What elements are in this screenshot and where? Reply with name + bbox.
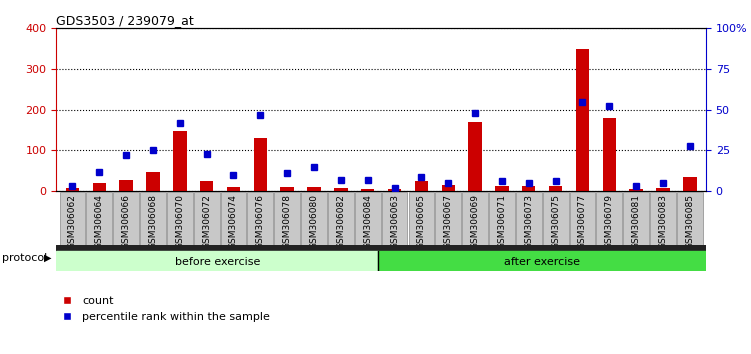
Bar: [629, 189, 643, 191]
Legend: count, percentile rank within the sample: count, percentile rank within the sample: [62, 296, 270, 322]
Text: protocol: protocol: [2, 253, 47, 263]
Text: GSM306078: GSM306078: [282, 194, 291, 249]
Text: ▶: ▶: [44, 253, 51, 263]
Bar: [307, 187, 321, 191]
FancyBboxPatch shape: [247, 192, 273, 246]
FancyBboxPatch shape: [274, 192, 300, 246]
FancyBboxPatch shape: [543, 192, 569, 246]
FancyBboxPatch shape: [409, 192, 434, 246]
FancyBboxPatch shape: [489, 192, 515, 246]
Bar: [656, 188, 670, 191]
Bar: [361, 189, 375, 191]
Bar: [146, 172, 160, 191]
Bar: [549, 186, 562, 191]
Bar: [334, 188, 348, 191]
Text: GSM306065: GSM306065: [417, 194, 426, 249]
FancyBboxPatch shape: [569, 192, 596, 246]
Bar: [379, 251, 706, 271]
Text: GSM306066: GSM306066: [122, 194, 131, 249]
Text: GSM306079: GSM306079: [605, 194, 614, 249]
Bar: [92, 183, 106, 191]
Text: GSM306068: GSM306068: [149, 194, 158, 249]
Text: GSM306082: GSM306082: [336, 194, 345, 249]
FancyBboxPatch shape: [677, 192, 703, 246]
Bar: [469, 122, 482, 191]
Text: GSM306062: GSM306062: [68, 194, 77, 249]
Text: GDS3503 / 239079_at: GDS3503 / 239079_at: [56, 14, 194, 27]
FancyBboxPatch shape: [516, 192, 541, 246]
FancyBboxPatch shape: [650, 192, 676, 246]
Text: GSM306081: GSM306081: [632, 194, 641, 249]
Text: GSM306074: GSM306074: [229, 194, 238, 249]
Bar: [495, 186, 508, 191]
Bar: [119, 180, 133, 191]
FancyBboxPatch shape: [436, 192, 461, 246]
FancyBboxPatch shape: [382, 192, 408, 246]
Text: GSM306070: GSM306070: [175, 194, 184, 249]
Bar: [200, 181, 213, 191]
FancyBboxPatch shape: [596, 192, 622, 246]
Text: GSM306063: GSM306063: [390, 194, 399, 249]
Bar: [56, 245, 706, 251]
Bar: [683, 177, 696, 191]
FancyBboxPatch shape: [140, 192, 166, 246]
Text: GSM306080: GSM306080: [309, 194, 318, 249]
Text: GSM306084: GSM306084: [363, 194, 372, 249]
Bar: [522, 186, 535, 191]
Text: GSM306064: GSM306064: [95, 194, 104, 249]
Text: GSM306067: GSM306067: [444, 194, 453, 249]
FancyBboxPatch shape: [221, 192, 246, 246]
Text: GSM306085: GSM306085: [686, 194, 695, 249]
FancyBboxPatch shape: [623, 192, 649, 246]
FancyBboxPatch shape: [194, 192, 219, 246]
Bar: [66, 188, 79, 191]
FancyBboxPatch shape: [59, 192, 86, 246]
FancyBboxPatch shape: [113, 192, 139, 246]
Bar: [227, 187, 240, 191]
FancyBboxPatch shape: [462, 192, 488, 246]
Bar: [415, 181, 428, 191]
Text: GSM306077: GSM306077: [578, 194, 587, 249]
Bar: [56, 251, 379, 271]
Bar: [602, 118, 616, 191]
FancyBboxPatch shape: [354, 192, 381, 246]
FancyBboxPatch shape: [301, 192, 327, 246]
FancyBboxPatch shape: [328, 192, 354, 246]
Text: GSM306075: GSM306075: [551, 194, 560, 249]
Bar: [280, 187, 294, 191]
Text: before exercise: before exercise: [175, 257, 260, 267]
Text: GSM306071: GSM306071: [497, 194, 506, 249]
Text: GSM306083: GSM306083: [659, 194, 668, 249]
FancyBboxPatch shape: [167, 192, 193, 246]
Bar: [442, 185, 455, 191]
Text: after exercise: after exercise: [504, 257, 581, 267]
FancyBboxPatch shape: [86, 192, 112, 246]
Bar: [173, 131, 186, 191]
Text: GSM306072: GSM306072: [202, 194, 211, 249]
Text: GSM306076: GSM306076: [256, 194, 265, 249]
Bar: [254, 138, 267, 191]
Text: GSM306069: GSM306069: [471, 194, 480, 249]
Bar: [388, 189, 401, 191]
Text: GSM306073: GSM306073: [524, 194, 533, 249]
Bar: [576, 48, 590, 191]
